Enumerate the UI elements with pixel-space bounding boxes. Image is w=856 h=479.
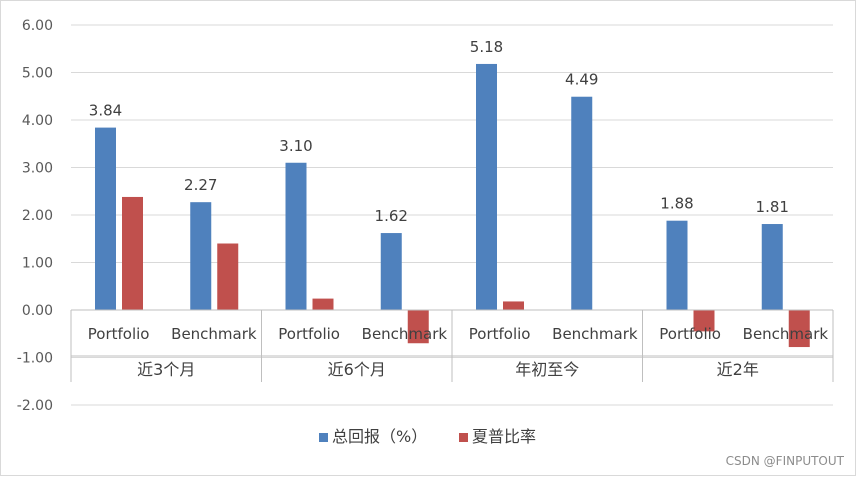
x-axis: Portfolio Benchmark Portfolio Benchmark Port…: [71, 310, 833, 382]
x-category-label: Benchmark: [552, 325, 638, 343]
bar-total-return: [95, 128, 116, 310]
bar-total-return: [667, 221, 688, 310]
data-labels: 3.84 2.27 3.10 1.62 5.18 4.49 1.88 1.81: [89, 38, 789, 225]
y-tick-label: 1.00: [22, 256, 53, 272]
y-tick-label: 6.00: [22, 18, 53, 34]
legend-label-total-return: 总回报（%）: [332, 427, 427, 446]
y-tick-label: 5.00: [22, 66, 53, 82]
legend-swatch-sharpe-ratio: [459, 433, 468, 442]
bar-sharpe-ratio: [503, 301, 524, 310]
y-tick-label: 3.00: [22, 161, 53, 177]
data-label: 2.27: [184, 176, 217, 194]
data-label: 3.10: [279, 137, 312, 155]
x-group-label: 年初至今: [515, 360, 579, 379]
x-category-label: Portfolio: [469, 325, 531, 343]
watermark: CSDN @FINPUTOUT: [726, 454, 844, 468]
y-axis: -2.00 -1.00 0.00 1.00 2.00 3.00 4.00 5.00 6.00: [17, 18, 53, 414]
x-category-label: Portfolio: [278, 325, 340, 343]
data-label: 5.18: [470, 38, 503, 56]
x-category-label: Benchmark: [743, 325, 829, 343]
y-tick-label: 4.00: [22, 113, 53, 129]
legend: 总回报（%） 夏普比率: [319, 427, 536, 446]
bar-total-return: [190, 202, 211, 310]
bar-sharpe-ratio: [122, 197, 143, 310]
bar-total-return: [286, 163, 307, 310]
legend-swatch-total-return: [319, 433, 328, 442]
y-tick-label: 2.00: [22, 208, 53, 224]
x-group-label: 近6个月: [328, 360, 386, 379]
x-category-label: Portfolio: [659, 325, 721, 343]
x-group-label: 近3个月: [137, 360, 195, 379]
bars: [95, 64, 810, 347]
bar-sharpe-ratio: [217, 244, 238, 311]
data-label: 1.62: [375, 207, 408, 225]
legend-label-sharpe-ratio: 夏普比率: [472, 427, 536, 446]
y-tick-label: -1.00: [17, 351, 53, 367]
data-label: 1.88: [660, 195, 693, 213]
data-label: 1.81: [756, 198, 789, 216]
x-category-label: Benchmark: [171, 325, 257, 343]
data-label: 4.49: [565, 71, 598, 89]
bar-total-return: [476, 64, 497, 310]
y-tick-label: -2.00: [17, 398, 53, 414]
bar-sharpe-ratio: [313, 299, 334, 310]
x-group-label: 近2年: [717, 360, 759, 379]
y-tick-label: 0.00: [22, 303, 53, 319]
bar-total-return: [381, 233, 402, 310]
bar-total-return: [762, 224, 783, 310]
bar-total-return: [571, 97, 592, 310]
x-category-label: Portfolio: [88, 325, 150, 343]
data-label: 3.84: [89, 102, 122, 120]
x-category-label: Benchmark: [362, 325, 448, 343]
